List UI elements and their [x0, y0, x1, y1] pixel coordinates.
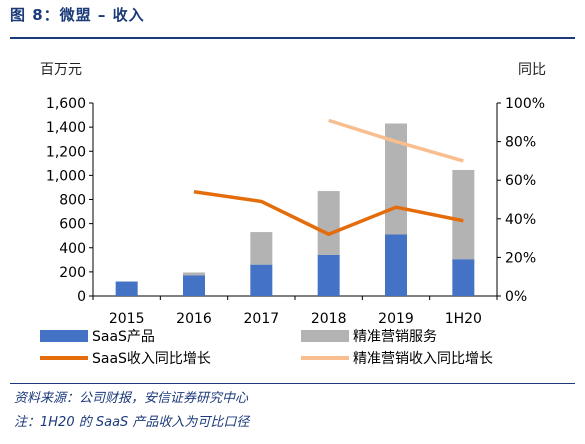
x-tick-label: 2015: [109, 311, 145, 327]
left-tick-label: 1,600: [46, 96, 86, 112]
marketing-growth-line: [328, 118, 464, 163]
source-rule: [10, 383, 575, 384]
left-tick-label: 1,400: [46, 120, 86, 136]
saas-growth-line: [193, 190, 464, 236]
footnote: 注：1H20 的 SaaS 产品收入为可比口径: [14, 415, 250, 430]
legend-swatch: [301, 330, 349, 342]
left-tick-label: 400: [59, 241, 86, 257]
saas-bar: [115, 281, 138, 296]
x-tick-label: 1H20: [445, 311, 482, 327]
marketing-bar: [250, 232, 273, 265]
left-tick-label: 1,000: [46, 168, 86, 184]
x-tick-label: 2017: [244, 311, 280, 327]
x-tick-label: 2019: [378, 311, 414, 327]
left-axis-unit: 百万元: [40, 62, 82, 78]
saas-bar: [183, 275, 205, 296]
x-tick-label: 2016: [176, 311, 212, 327]
saas-bar: [317, 254, 340, 296]
right-axis-unit: 同比: [518, 62, 546, 78]
left-tick-label: 800: [59, 193, 86, 209]
right-tick-label: 80%: [505, 135, 536, 151]
revenue-chart: 0 200 400 600 800 1,000 1,200 1,400 1,600 0% 20% 40…: [40, 96, 545, 367]
marketing-bar: [452, 169, 475, 260]
right-tick-label: 0%: [505, 289, 527, 305]
saas-bar: [250, 264, 273, 296]
saas-bar: [452, 259, 475, 296]
x-tick-label: 2018: [311, 311, 347, 327]
left-tick-label: 0: [77, 289, 86, 305]
source-note: 资料来源：公司财报，安信证券研究中心: [14, 391, 249, 406]
left-tick-label: 200: [59, 265, 86, 281]
left-tick-label: 600: [59, 217, 86, 233]
right-tick-label: 40%: [505, 212, 536, 228]
legend-label: SaaS收入同比增长: [92, 351, 211, 367]
legend-swatch: [40, 330, 88, 342]
right-tick-label: 100%: [505, 96, 545, 112]
marketing-bar: [183, 272, 205, 276]
right-tick-label: 60%: [505, 173, 536, 189]
marketing-bar: [317, 191, 340, 255]
legend-label: 精准营销收入同比增长: [353, 351, 493, 367]
title-rule: [10, 37, 575, 39]
legend-label: 精准营销服务: [353, 329, 437, 345]
left-tick-label: 1,200: [46, 144, 86, 160]
figure-title: 图 8：微盟 – 收入: [10, 6, 145, 24]
legend-label: SaaS产品: [92, 329, 155, 345]
right-tick-label: 20%: [505, 250, 536, 266]
saas-bar: [385, 234, 407, 296]
